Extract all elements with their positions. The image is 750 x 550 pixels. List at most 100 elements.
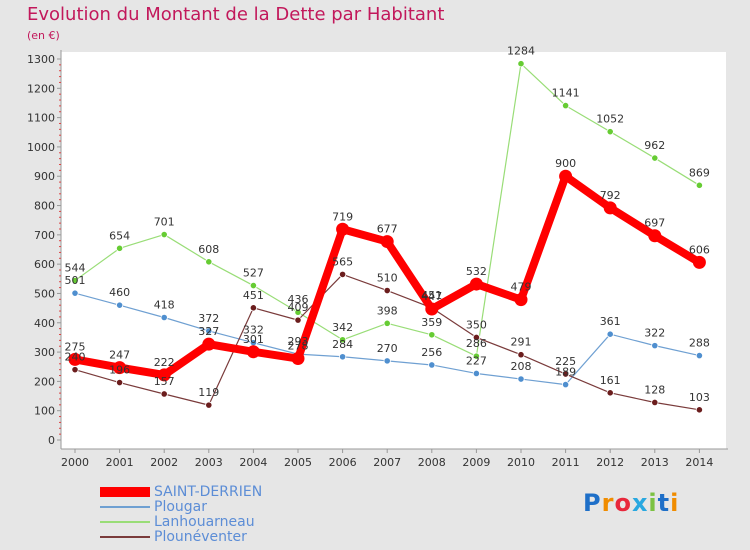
series-point	[561, 370, 570, 378]
y-tick-label: 400	[34, 317, 55, 330]
series-point	[116, 378, 124, 387]
series-point	[651, 398, 659, 407]
y-tick-label: 300	[34, 346, 55, 359]
series-point	[205, 327, 213, 335]
series-point	[648, 229, 662, 243]
series-point	[246, 345, 260, 359]
x-tick-label: 2000	[61, 456, 89, 469]
series-point	[651, 154, 659, 162]
data-label: 128	[644, 383, 665, 396]
legend-label: SAINT-DERRIEN	[154, 484, 263, 500]
legend-swatch	[100, 536, 150, 538]
data-label: 227	[466, 354, 487, 367]
series-point	[695, 181, 704, 189]
x-tick-label: 2009	[462, 456, 490, 469]
series-point	[606, 128, 614, 136]
logo-letter: r	[601, 489, 615, 517]
series-point	[428, 361, 436, 369]
x-tick-label: 2013	[641, 456, 669, 469]
data-label: 196	[109, 364, 130, 377]
data-label: 275	[65, 340, 86, 353]
chart-unit-label: (en €)	[27, 29, 60, 42]
data-label: 288	[689, 337, 710, 350]
series-point	[160, 313, 168, 322]
y-tick-label: 1300	[27, 53, 55, 66]
series-point	[603, 201, 617, 215]
legend-swatch	[100, 487, 150, 497]
chart-title: Evolution du Montant de la Dette par Hab…	[27, 4, 445, 25]
series-point	[695, 406, 704, 414]
x-tick-label: 2012	[596, 456, 624, 469]
data-label: 291	[511, 336, 532, 349]
series-point	[68, 352, 82, 366]
data-label: 278	[288, 340, 309, 353]
x-tick-label: 2010	[507, 456, 535, 469]
series-point	[205, 258, 213, 266]
x-tick-label: 2008	[418, 456, 446, 469]
y-tick-label: 800	[34, 200, 55, 213]
y-tick-label: 200	[34, 375, 55, 388]
series-point	[383, 286, 391, 295]
series-point	[695, 351, 704, 360]
data-label: 247	[109, 349, 130, 362]
x-tick-label: 2007	[373, 456, 401, 469]
series-point	[336, 222, 350, 236]
data-label: 527	[243, 267, 264, 280]
data-label: 418	[154, 298, 175, 311]
data-label: 293	[288, 335, 309, 348]
data-label: 161	[600, 374, 621, 387]
series-point	[205, 401, 213, 409]
data-label: 544	[65, 262, 86, 275]
legend-label: Lanhouarneau	[154, 514, 255, 530]
series-point	[338, 353, 347, 361]
data-label: 286	[466, 337, 487, 350]
series-point	[472, 333, 480, 342]
series-point	[559, 169, 573, 183]
proxiti-logo: Proxiti	[583, 489, 679, 517]
series-point	[202, 337, 216, 351]
series-point	[472, 369, 480, 378]
y-tick-label: 1200	[27, 82, 55, 95]
data-label: 222	[154, 356, 175, 369]
x-tick-label: 2006	[329, 456, 357, 469]
data-label: 792	[600, 189, 621, 202]
data-label: 1052	[596, 113, 624, 126]
series-point	[561, 381, 570, 389]
data-label: 1284	[507, 45, 535, 58]
data-label: 301	[243, 333, 264, 346]
y-tick-label: 700	[34, 229, 55, 242]
logo-letter: P	[583, 489, 602, 517]
series-point	[517, 60, 525, 68]
data-label: 342	[332, 321, 353, 334]
data-label: 606	[689, 243, 710, 256]
series-point	[249, 304, 257, 312]
data-label: 270	[377, 342, 398, 355]
data-label: 501	[65, 274, 86, 287]
series-point	[383, 319, 391, 327]
x-tick-label: 2003	[195, 456, 223, 469]
logo-letter: i	[670, 489, 680, 517]
data-label: 208	[511, 360, 532, 373]
series-point	[160, 390, 168, 398]
x-tick-label: 2001	[106, 456, 134, 469]
data-label: 701	[154, 216, 175, 229]
series-point	[338, 270, 347, 279]
data-label: 869	[689, 166, 710, 179]
data-label: 962	[644, 139, 665, 152]
data-label: 677	[377, 223, 398, 236]
data-label: 361	[600, 315, 621, 328]
data-label: 284	[332, 338, 353, 351]
data-label: 119	[198, 386, 219, 399]
series-point	[116, 244, 124, 252]
data-label: 409	[288, 301, 309, 314]
data-label: 565	[332, 255, 353, 268]
logo-letter: x	[631, 489, 649, 517]
legend-label: Plounéventer	[154, 529, 247, 545]
series-point	[71, 366, 79, 374]
data-label: 1141	[552, 87, 580, 100]
legend-swatch	[100, 521, 150, 523]
logo-letter: o	[614, 489, 632, 517]
series-point	[606, 330, 614, 338]
series-point	[517, 375, 525, 383]
